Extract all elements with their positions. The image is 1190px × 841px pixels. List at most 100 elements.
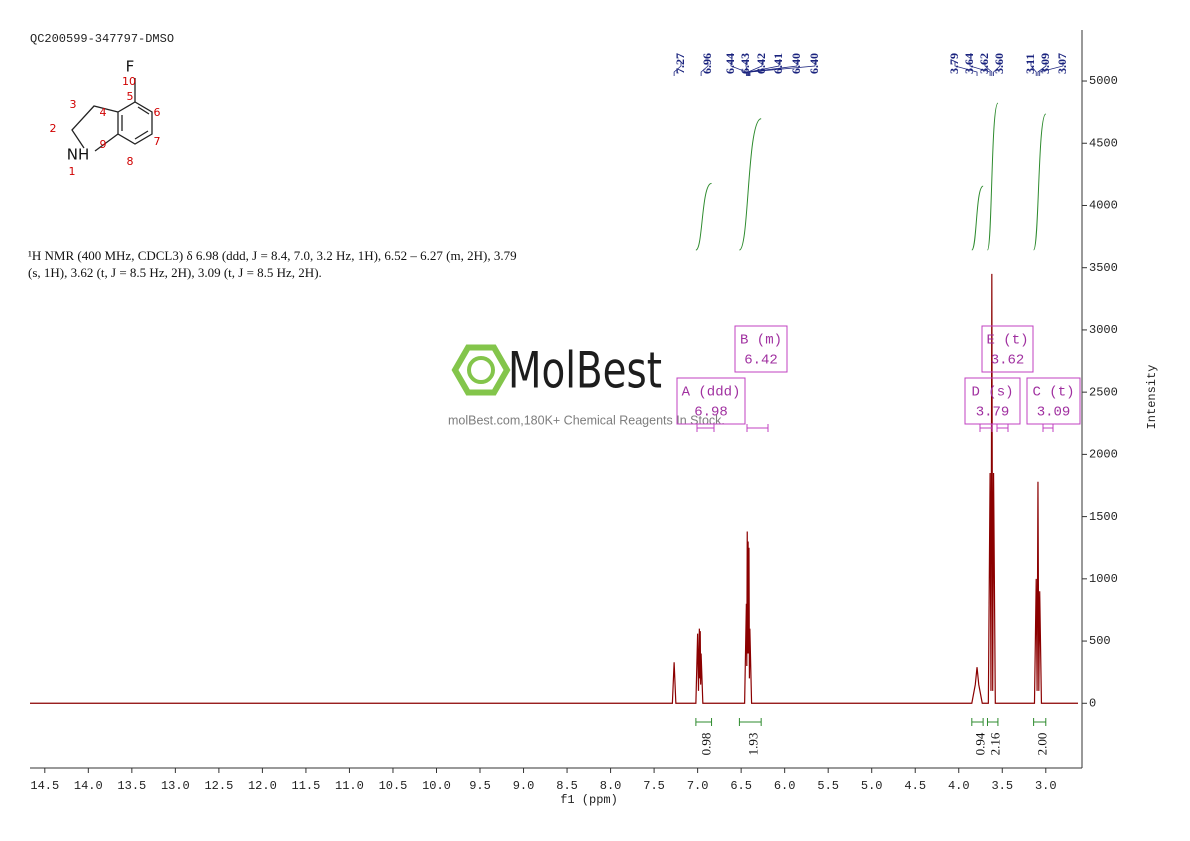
x-tick-label: 13.5 [117, 779, 146, 793]
x-tick-label: 5.0 [861, 779, 883, 793]
description-line: ¹H NMR (400 MHz, CDCL3) δ 6.98 (ddd, J =… [28, 248, 517, 263]
multiplet-range [979, 424, 993, 432]
peak-connector [1039, 62, 1064, 76]
peak-connector [748, 62, 780, 76]
integral-bracket [738, 718, 762, 726]
atom-number: 4 [100, 106, 107, 119]
x-tick-label: 4.0 [948, 779, 970, 793]
multiplet-range [996, 424, 1009, 432]
integral-bracket [971, 718, 984, 726]
peak-connector [1037, 62, 1047, 76]
peak-connector [747, 62, 763, 76]
multiplet-name: A (ddd) [682, 385, 741, 401]
structure: F 10 3 2 4 5 6 7 8 9 NH 1 [50, 58, 161, 179]
integral-label: 0.94 [972, 732, 987, 755]
integral-bracket [986, 718, 999, 726]
peak-label: 3.79 [947, 53, 961, 74]
multiplet-box [676, 377, 746, 425]
x-tick-label: 14.0 [74, 779, 103, 793]
atom-number: 10 [122, 75, 136, 88]
y-axis-title: Intensity [1145, 365, 1159, 430]
y-tick-label: 4500 [1089, 136, 1118, 150]
y-tick-label: 2000 [1089, 448, 1118, 462]
y-tick-label: 1000 [1089, 572, 1118, 586]
five-ring [71, 105, 119, 149]
x-tick-label: 10.5 [379, 779, 408, 793]
x-tick-label: 3.0 [1035, 779, 1057, 793]
multiplet-range [746, 424, 769, 432]
integral-curve [1033, 113, 1047, 251]
description-line: (s, 1H), 3.62 (t, J = 8.5 Hz, 2H), 3.09 … [28, 265, 322, 280]
multiplet-shift: 3.79 [976, 405, 1010, 421]
y-tick-label: 0 [1089, 696, 1096, 710]
peak-connector [673, 62, 682, 76]
double-bond [134, 130, 149, 140]
x-tick-label: 12.0 [248, 779, 277, 793]
integral-curve [695, 182, 712, 251]
x-tick-label: 10.0 [422, 779, 451, 793]
x-tick-label: 12.5 [204, 779, 233, 793]
peak-connector [993, 62, 1001, 76]
peak-label: 6.96 [700, 53, 714, 74]
peak-label: 3.64 [962, 53, 976, 74]
peak-connector [1030, 62, 1037, 76]
spectrum-line [30, 273, 1078, 704]
atom-number: 8 [127, 155, 134, 168]
watermark-logo: MolBest [508, 342, 662, 400]
x-tick-label: 11.5 [292, 779, 321, 793]
multiplet-box [981, 325, 1034, 373]
atom-number: 9 [100, 138, 107, 151]
peak-label: 6.41 [771, 53, 785, 74]
peak-label: 7.27 [673, 53, 687, 74]
integral-curve [986, 102, 999, 251]
peak-connector [749, 62, 816, 76]
atom-number: 5 [127, 90, 134, 103]
integral-curve [738, 118, 762, 251]
x-tick-label: 9.5 [469, 779, 491, 793]
atom-f: F [126, 58, 135, 76]
integral-curve [971, 185, 984, 251]
peak-connector [700, 62, 709, 76]
logo-hexagon [451, 344, 511, 396]
peak-label: 3.09 [1038, 53, 1052, 74]
peak-label: 6.40 [807, 53, 821, 74]
integral-label: 2.00 [1035, 733, 1050, 756]
x-axis-title: f1 (ppm) [560, 793, 618, 807]
peak-connector [984, 62, 993, 76]
x-tick-label: 4.5 [904, 779, 926, 793]
x-tick-label: 6.5 [730, 779, 752, 793]
multiplet-range [696, 424, 715, 432]
peak-label: 6.44 [723, 53, 737, 74]
y-tick-label: 500 [1089, 634, 1111, 648]
y-tick-label: 4000 [1089, 199, 1118, 213]
multiplet-box [734, 325, 788, 373]
multiplet-shift: 6.42 [744, 353, 778, 369]
y-tick-label: 3000 [1089, 323, 1118, 337]
atom-number: 2 [50, 122, 57, 135]
watermark: MolBest molBest.com,180K+ Chemical Reage… [448, 342, 725, 428]
bond-n [94, 133, 119, 152]
peak-label: 3.11 [1023, 54, 1037, 74]
x-tick-label: 7.0 [687, 779, 709, 793]
integral-label: 1.93 [745, 733, 760, 756]
multiplet-shift: 3.09 [1037, 405, 1071, 421]
x-tick-label: 7.5 [643, 779, 665, 793]
double-bond [137, 106, 150, 115]
multiplet-name: D (s) [971, 385, 1013, 401]
multiplet-name: E (t) [986, 333, 1028, 349]
peak-label: 3.60 [992, 53, 1006, 74]
integral-label: 0.98 [699, 733, 714, 756]
atom-number: 6 [154, 106, 161, 119]
x-tick-label: 9.0 [513, 779, 535, 793]
multiplet-shift: 3.62 [991, 353, 1025, 369]
x-tick-label: 8.0 [600, 779, 622, 793]
watermark-text: molBest.com,180K+ Chemical Reagents In S… [448, 413, 725, 427]
atom-number: 3 [70, 98, 77, 111]
peak-label: 6.43 [738, 53, 752, 74]
x-tick-label: 8.5 [556, 779, 578, 793]
peak-label: 6.40 [789, 53, 803, 74]
y-tick-label: 1500 [1089, 510, 1118, 524]
x-tick-label: 14.5 [30, 779, 59, 793]
peak-connector [954, 62, 978, 76]
x-tick-label: 3.5 [991, 779, 1013, 793]
